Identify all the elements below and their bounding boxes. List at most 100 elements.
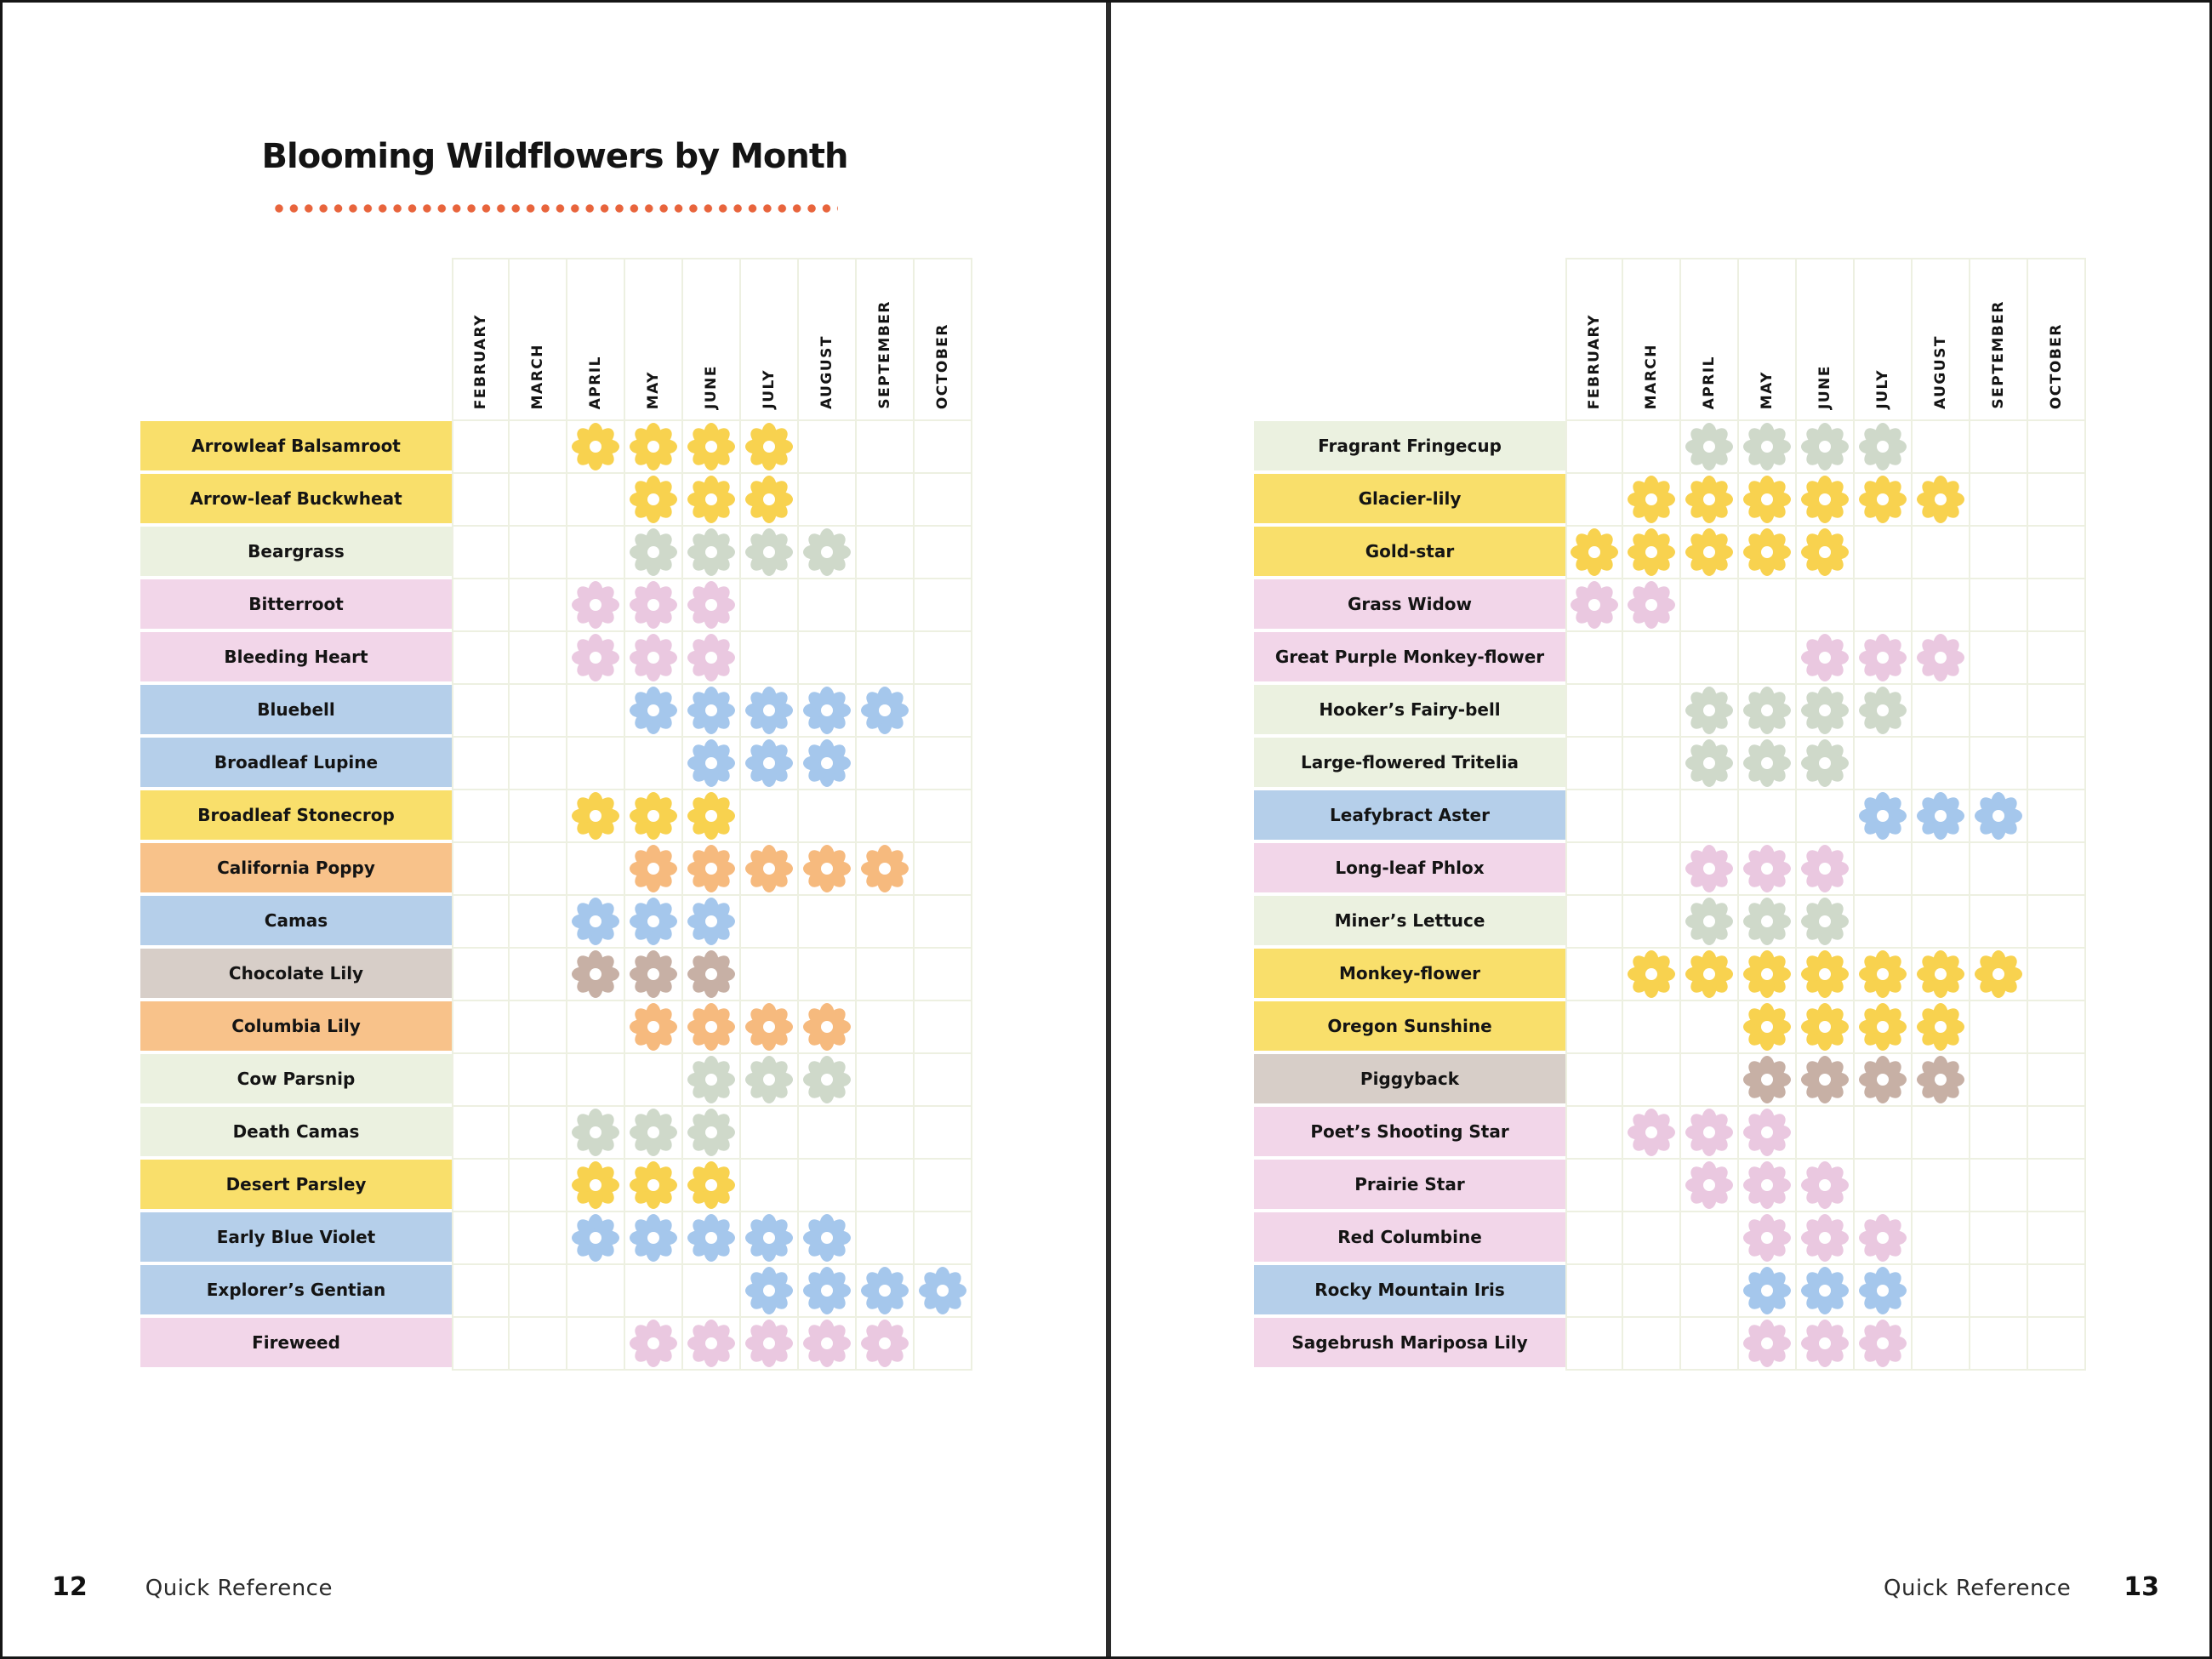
month-header-label: FEBRUARY: [472, 313, 489, 409]
bloom-cell: [683, 896, 741, 949]
bloom-cell: [799, 738, 857, 790]
bloom-cell: [799, 896, 857, 949]
bloom-cell: [1623, 685, 1681, 738]
bloom-cell: [1681, 949, 1739, 1001]
row-label: Sagebrush Mariposa Lily: [1254, 1318, 1565, 1371]
bloom-cell: [1855, 1160, 1913, 1212]
flower-icon: [1801, 423, 1849, 470]
row-label: Camas: [140, 896, 452, 949]
row-label: Columbia Lily: [140, 1001, 452, 1054]
flower-icon: [1859, 476, 1907, 523]
bloom-cell: [683, 1107, 741, 1160]
bloom-cell: [1913, 1001, 1970, 1054]
flower-icon: [1743, 476, 1791, 523]
flower-icon: [572, 634, 619, 681]
flower-icon: [1628, 950, 1675, 998]
flower-icon: [861, 1267, 909, 1314]
bloom-cell: [452, 896, 510, 949]
bloom-cell: [510, 1265, 567, 1318]
flower-icon: [1743, 423, 1791, 470]
flower-icon: [1743, 1267, 1791, 1314]
bloom-cell: [1739, 474, 1797, 527]
bloom-cell: [2028, 579, 2086, 632]
bloom-cell: [799, 1107, 857, 1160]
row-label: Arrow-leaf Buckwheat: [140, 474, 452, 527]
flower-icon: [1743, 1109, 1791, 1156]
bloom-cell: [625, 738, 683, 790]
flower-icon: [687, 634, 735, 681]
bloom-cell: [1739, 1318, 1797, 1371]
bloom-cell: [1970, 527, 2028, 579]
bloom-cell: [625, 1318, 683, 1371]
bloom-cell: [452, 474, 510, 527]
bloom-cell: [857, 421, 915, 474]
bloom-cell: [1913, 579, 1970, 632]
month-header-label: MAY: [1759, 370, 1776, 409]
bloom-cell: [510, 843, 567, 896]
bloom-cell: [452, 843, 510, 896]
bloom-cell: [1913, 790, 1970, 843]
flower-icon: [1743, 898, 1791, 945]
flower-icon: [803, 687, 851, 734]
flower-icon: [687, 476, 735, 523]
month-header-label: APRIL: [587, 355, 604, 409]
bloom-cell: [625, 579, 683, 632]
row-label: Beargrass: [140, 527, 452, 579]
flower-icon: [572, 423, 619, 470]
bloom-cell: [683, 843, 741, 896]
bloom-cell: [857, 896, 915, 949]
row-label: Rocky Mountain Iris: [1254, 1265, 1565, 1318]
bloom-cell: [1565, 579, 1623, 632]
month-header-label: OCTOBER: [934, 322, 951, 409]
dotted-divider: [275, 204, 838, 213]
row-label: Piggyback: [1254, 1054, 1565, 1107]
flower-icon: [1571, 528, 1618, 576]
bloom-cell: [452, 527, 510, 579]
flower-icon: [1975, 950, 2022, 998]
bloom-cell: [1565, 527, 1623, 579]
flower-icon: [687, 528, 735, 576]
bloom-cell: [857, 738, 915, 790]
footer-left: 12 Quick Reference: [52, 1572, 333, 1602]
flower-icon: [1685, 1109, 1733, 1156]
flower-icon: [1801, 845, 1849, 892]
bloom-cell: [1623, 1318, 1681, 1371]
bloom-cell: [799, 632, 857, 685]
bloom-cell: [1913, 474, 1970, 527]
flower-icon: [1917, 1003, 1964, 1051]
bloom-cell: [2028, 896, 2086, 949]
bloom-cell: [1797, 421, 1855, 474]
bloom-cell: [683, 1318, 741, 1371]
month-header-label: FEBRUARY: [1586, 313, 1603, 409]
row-label: Bleeding Heart: [140, 632, 452, 685]
bloom-cell: [1565, 1160, 1623, 1212]
flower-icon: [572, 1109, 619, 1156]
flower-icon: [687, 739, 735, 787]
bloom-cell: [1855, 474, 1913, 527]
bloom-cell: [625, 632, 683, 685]
flower-icon: [630, 1003, 677, 1051]
flower-icon: [687, 1214, 735, 1262]
flower-icon: [1685, 950, 1733, 998]
bloom-cell: [741, 579, 799, 632]
flower-icon: [1571, 581, 1618, 629]
bloom-cell: [1913, 738, 1970, 790]
bloom-cell: [2028, 474, 2086, 527]
row-label: Explorer’s Gentian: [140, 1265, 452, 1318]
bloom-cell: [1681, 685, 1739, 738]
flower-icon: [803, 1003, 851, 1051]
flower-icon: [630, 1320, 677, 1367]
bloom-cell: [567, 632, 625, 685]
bloom-cell: [567, 421, 625, 474]
bloom-cell: [683, 474, 741, 527]
bloom-cell: [1739, 790, 1797, 843]
bloom-cell: [1681, 474, 1739, 527]
flower-icon: [803, 1320, 851, 1367]
bloom-cell: [741, 1107, 799, 1160]
bloom-cell: [567, 1054, 625, 1107]
bloom-cell: [1623, 1212, 1681, 1265]
row-label: Bluebell: [140, 685, 452, 738]
bloom-cell: [1623, 1107, 1681, 1160]
row-label: Poet’s Shooting Star: [1254, 1107, 1565, 1160]
bloom-cell: [915, 632, 972, 685]
